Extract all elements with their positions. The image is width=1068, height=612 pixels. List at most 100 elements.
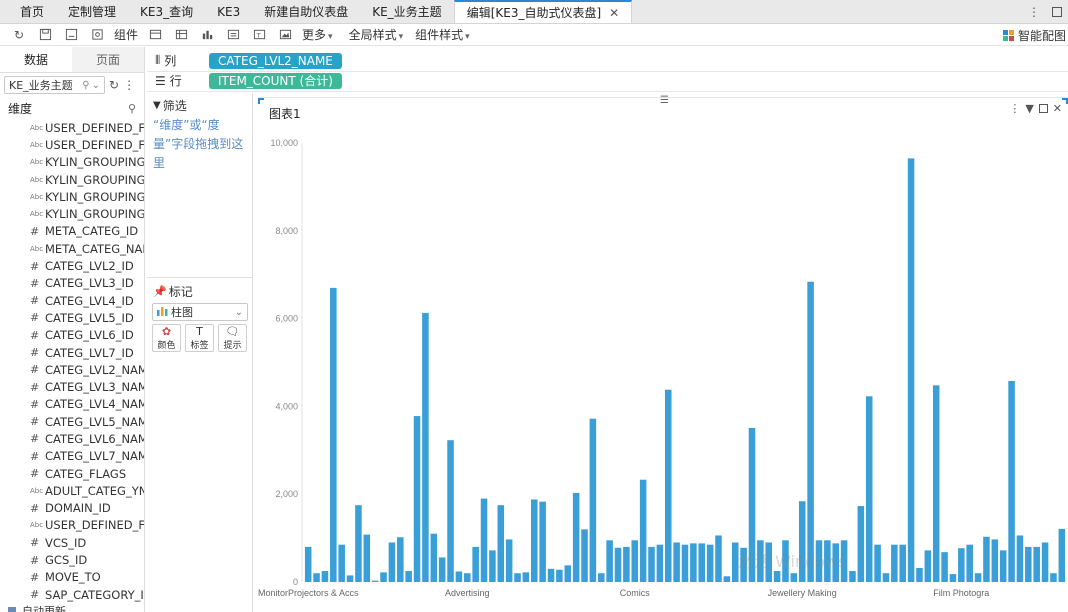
field-item[interactable]: # CATEG_LVL2_NAME bbox=[0, 361, 144, 378]
column-field-pill[interactable]: CATEG_LVL2_NAME bbox=[209, 53, 342, 69]
field-item[interactable]: AbcMETA_CATEG_NAME bbox=[0, 240, 144, 257]
bar[interactable] bbox=[866, 396, 873, 582]
bar[interactable] bbox=[807, 282, 814, 582]
bar[interactable] bbox=[975, 573, 982, 582]
bar[interactable] bbox=[958, 548, 965, 582]
bar[interactable] bbox=[1008, 381, 1015, 582]
tab-data[interactable]: 数据 bbox=[0, 47, 72, 72]
chart-component[interactable]: ☰ 图表1 ⋮ ▼ ✕ 0 2,000 4,000 6,000 8,000 10,000 M… bbox=[258, 97, 1068, 612]
bar[interactable] bbox=[715, 535, 722, 582]
bar[interactable] bbox=[581, 529, 588, 582]
bar[interactable] bbox=[489, 550, 496, 582]
bar[interactable] bbox=[682, 545, 689, 582]
field-item[interactable]: # DOMAIN_ID bbox=[0, 500, 144, 517]
field-item[interactable]: # VCS_ID bbox=[0, 534, 144, 551]
bar[interactable] bbox=[372, 581, 379, 582]
bar[interactable] bbox=[313, 573, 320, 582]
field-item[interactable]: # CATEG_LVL7_NAME bbox=[0, 448, 144, 465]
bar-chart-icon[interactable] bbox=[199, 27, 215, 43]
bar[interactable] bbox=[883, 573, 890, 582]
chart-type-select[interactable]: 柱图 ⌄ bbox=[152, 303, 248, 321]
color-button[interactable]: ✿ 颜色 bbox=[152, 324, 181, 352]
label-button[interactable]: T 标签 bbox=[185, 324, 214, 352]
field-item[interactable]: AbcKYLIN_GROUPING_CATEG4 bbox=[0, 205, 144, 222]
field-item[interactable]: # CATEG_LVL6_ID bbox=[0, 327, 144, 344]
settings-icon[interactable] bbox=[89, 27, 105, 43]
bar[interactable] bbox=[598, 573, 605, 582]
bar[interactable] bbox=[556, 570, 563, 582]
bar[interactable] bbox=[899, 545, 906, 582]
field-item[interactable]: #CATEG_LVL5_NAME bbox=[0, 413, 144, 430]
field-item[interactable]: # CATEG_FLAGS bbox=[0, 465, 144, 482]
bar[interactable] bbox=[389, 542, 396, 582]
bar[interactable] bbox=[1050, 573, 1057, 582]
bar[interactable] bbox=[330, 288, 337, 582]
bar[interactable] bbox=[472, 547, 479, 582]
checkbox[interactable] bbox=[8, 607, 16, 612]
tab-page[interactable]: 页面 bbox=[72, 47, 144, 72]
tab-ke3-query[interactable]: KE3_查询 bbox=[128, 0, 205, 23]
field-item[interactable]: # CATEG_LVL2_ID bbox=[0, 257, 144, 274]
bar[interactable] bbox=[925, 550, 932, 582]
subject-select[interactable]: KE_业务主题 ⚲ ⌄ bbox=[4, 76, 105, 94]
close-icon[interactable]: ✕ bbox=[609, 6, 619, 20]
save-as-icon[interactable] bbox=[63, 27, 79, 43]
bar[interactable] bbox=[355, 505, 362, 582]
field-item[interactable]: # CATEG_LVL7_ID bbox=[0, 344, 144, 361]
bar[interactable] bbox=[1025, 547, 1032, 582]
bar[interactable] bbox=[858, 506, 865, 582]
more-menu[interactable]: 更多 ▾ bbox=[302, 26, 333, 43]
bar[interactable] bbox=[698, 543, 705, 582]
refresh-icon[interactable]: ↻ bbox=[109, 78, 119, 92]
bar[interactable] bbox=[523, 572, 530, 582]
bar[interactable] bbox=[648, 547, 655, 582]
bar[interactable] bbox=[966, 545, 973, 582]
bar[interactable] bbox=[707, 545, 714, 582]
bar[interactable] bbox=[891, 545, 898, 582]
bar[interactable] bbox=[1042, 542, 1049, 582]
row-field-pill[interactable]: ITEM_COUNT (合计) bbox=[209, 73, 342, 89]
bar[interactable] bbox=[531, 499, 538, 582]
field-item[interactable]: # CATEG_LVL4_NAME bbox=[0, 396, 144, 413]
bar[interactable] bbox=[933, 385, 940, 582]
bar[interactable] bbox=[1059, 529, 1066, 582]
field-item[interactable]: # GCS_ID bbox=[0, 551, 144, 568]
auto-update-toggle[interactable]: 自动更新 bbox=[0, 604, 66, 612]
bar[interactable] bbox=[481, 499, 488, 582]
tab-new-dashboard[interactable]: 新建自助仪表盘 bbox=[252, 0, 360, 23]
bar[interactable] bbox=[322, 571, 329, 582]
bar[interactable] bbox=[439, 557, 446, 582]
bar[interactable] bbox=[606, 540, 613, 582]
smart-chart-button[interactable]: 智能配图 bbox=[1003, 24, 1068, 46]
tooltip-button[interactable]: 🗨 提示 bbox=[218, 324, 247, 352]
bar[interactable] bbox=[431, 534, 438, 582]
tab-home[interactable]: 首页 bbox=[0, 0, 56, 23]
component-style-menu[interactable]: 组件样式 ▾ bbox=[415, 26, 470, 43]
search-icon[interactable]: ⚲ bbox=[128, 102, 136, 115]
bar[interactable] bbox=[874, 545, 881, 582]
field-item[interactable]: AbcUSER_DEFINED_FIELD3 bbox=[0, 136, 144, 153]
field-item[interactable]: #CATEG_LVL6_NAME bbox=[0, 430, 144, 447]
bar[interactable] bbox=[514, 573, 521, 582]
bar[interactable] bbox=[573, 493, 580, 582]
bar[interactable] bbox=[464, 573, 471, 582]
bar[interactable] bbox=[539, 502, 546, 582]
bar[interactable] bbox=[397, 537, 404, 582]
bar[interactable] bbox=[849, 571, 856, 582]
field-item[interactable]: # CATEG_LVL4_ID bbox=[0, 292, 144, 309]
bar[interactable] bbox=[414, 416, 421, 582]
bar[interactable] bbox=[548, 569, 555, 582]
bar[interactable] bbox=[305, 547, 312, 582]
tab-custom-management[interactable]: 定制管理 bbox=[56, 0, 128, 23]
bar[interactable] bbox=[364, 535, 371, 582]
bar[interactable] bbox=[950, 574, 957, 582]
bar[interactable] bbox=[983, 537, 990, 582]
bar[interactable] bbox=[380, 572, 387, 582]
bar[interactable] bbox=[405, 571, 412, 582]
tab-ke-business-subject[interactable]: KE_业务主题 bbox=[360, 0, 453, 23]
field-item[interactable]: # CATEG_LVL3_ID bbox=[0, 275, 144, 292]
field-item[interactable]: AbcKYLIN_GROUPING_CATEG1 bbox=[0, 154, 144, 171]
